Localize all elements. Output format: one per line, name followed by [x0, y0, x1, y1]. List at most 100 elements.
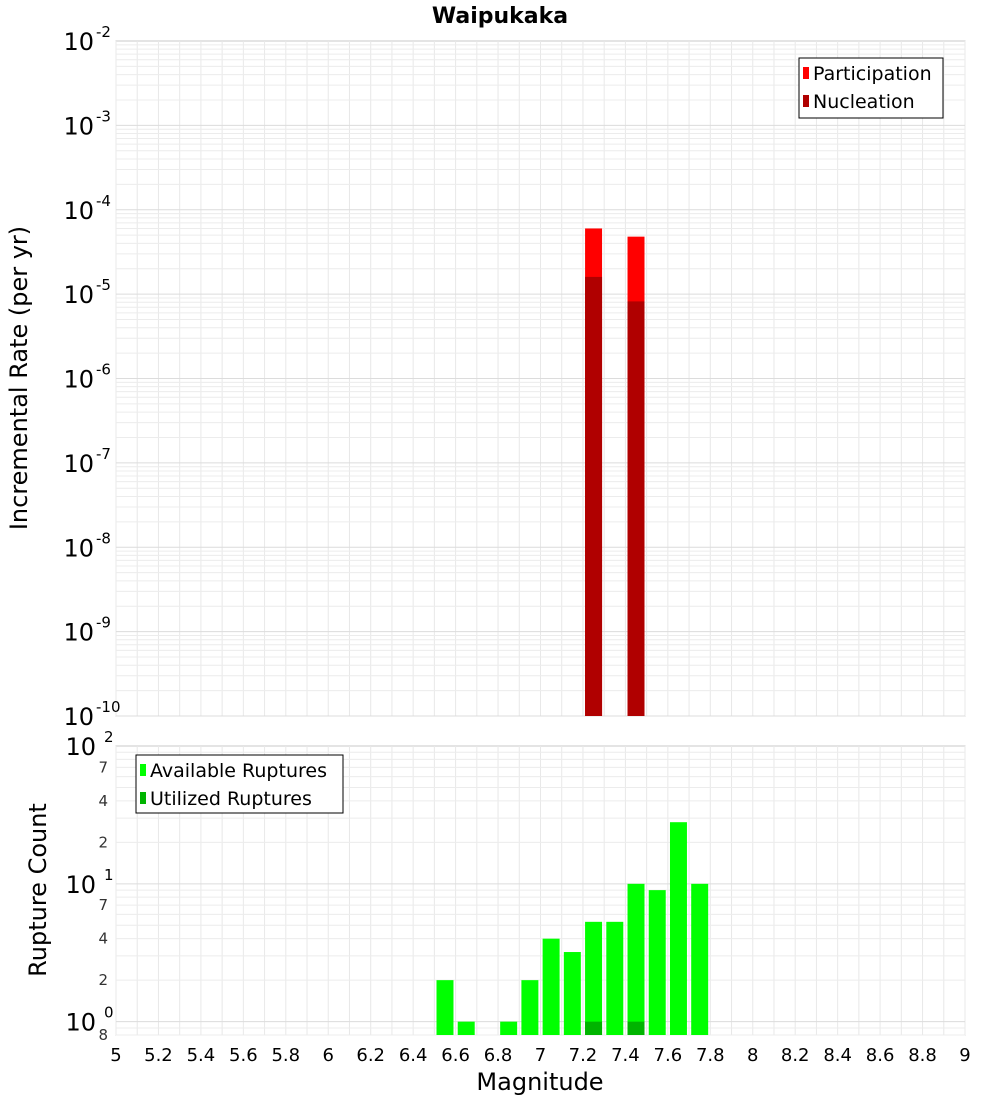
y-tick-minor-label: 2 — [98, 971, 108, 989]
bar — [563, 952, 581, 1035]
y-tick-minor-label: 2 — [98, 833, 108, 851]
y-tick-label: 10 1 — [65, 866, 113, 899]
x-tick-label: 6 — [323, 1045, 334, 1066]
y-tick-label: 10 -10 — [63, 698, 120, 731]
x-axis-label: Magnitude — [476, 1068, 603, 1096]
svg-text:10: 10 — [63, 281, 94, 309]
x-tick-label: 7 — [535, 1045, 546, 1066]
top-y-axis-label: Incremental Rate (per yr) — [5, 226, 33, 530]
svg-text:10: 10 — [65, 1009, 96, 1037]
x-tick-label: 5 — [110, 1045, 121, 1066]
y-tick-label: 10 0 — [65, 1004, 113, 1037]
bar — [521, 980, 539, 1035]
bottom-y-axis-label: Rupture Count — [24, 803, 52, 977]
y-tick-label: 10 -9 — [63, 614, 111, 647]
x-tick-label: 8.6 — [866, 1045, 895, 1066]
x-tick-label: 6.4 — [399, 1045, 428, 1066]
bottom-plot: 10 2 10 1 10 0 7 4 2 7 4 2 8 5 5.2 5.4 5.6 5.8 6 6.2 6.4 6.6… — [24, 728, 971, 1096]
y-tick-label: 10 -7 — [63, 445, 111, 478]
y-tick-minor-label: 4 — [98, 792, 108, 810]
bar — [627, 1021, 645, 1035]
svg-text:10: 10 — [63, 534, 94, 562]
x-tick-label: 7.2 — [569, 1045, 598, 1066]
svg-text:2: 2 — [104, 728, 114, 746]
legend-swatch — [140, 764, 146, 776]
y-tick-minor-label: 7 — [98, 758, 108, 776]
svg-text:-10: -10 — [96, 698, 121, 716]
svg-text:-9: -9 — [96, 614, 111, 632]
x-tick-label: 7.4 — [611, 1045, 640, 1066]
y-tick-label: 10 -5 — [63, 276, 111, 309]
svg-text:-5: -5 — [96, 276, 111, 294]
y-tick-label: 10 -3 — [63, 107, 111, 140]
bar — [606, 921, 624, 1035]
x-tick-label: 7.6 — [654, 1045, 683, 1066]
y-tick-minor-label: 4 — [98, 930, 108, 948]
legend-swatch — [140, 792, 146, 804]
legend-swatch — [803, 67, 809, 79]
bar — [585, 276, 603, 716]
svg-text:-3: -3 — [96, 107, 111, 125]
legend-box — [135, 754, 344, 814]
svg-text:0: 0 — [104, 1004, 114, 1022]
legend-entry: Utilized Ruptures — [150, 788, 312, 810]
svg-text:10: 10 — [65, 871, 96, 899]
svg-text:-2: -2 — [96, 23, 111, 41]
svg-text:10: 10 — [63, 112, 94, 140]
bar — [585, 921, 603, 1035]
x-tick-label: 8.4 — [823, 1045, 852, 1066]
x-tick-label: 7.8 — [696, 1045, 725, 1066]
bar — [669, 822, 687, 1035]
bar — [627, 301, 645, 716]
bar — [627, 883, 645, 1035]
svg-text:10: 10 — [63, 28, 94, 56]
svg-text:10: 10 — [63, 619, 94, 647]
top-grid — [115, 41, 966, 717]
legend-entry: Participation — [813, 63, 932, 85]
x-tick-label: 6.2 — [356, 1045, 385, 1066]
bar — [500, 1021, 518, 1035]
svg-text:1: 1 — [104, 866, 114, 884]
top-bars — [585, 228, 645, 716]
svg-text:10: 10 — [63, 450, 94, 478]
svg-text:10: 10 — [63, 703, 94, 731]
svg-text:10: 10 — [63, 197, 94, 225]
chart-title: Waipukaka — [432, 4, 568, 29]
y-tick-label: 10 2 — [65, 728, 113, 761]
svg-text:-6: -6 — [96, 361, 111, 379]
legend-entry: Available Ruptures — [150, 760, 327, 782]
bottom-bars — [436, 822, 709, 1035]
y-tick-label: 10 -4 — [63, 192, 111, 225]
y-tick-minor-label: 8 — [98, 1026, 108, 1044]
bar — [542, 938, 560, 1035]
x-tick-label: 5.6 — [229, 1045, 258, 1066]
y-tick-label: 10 -2 — [63, 23, 111, 56]
svg-text:-4: -4 — [96, 192, 111, 210]
bar — [436, 980, 454, 1035]
bar — [585, 1021, 603, 1035]
svg-text:-8: -8 — [96, 529, 111, 547]
bar — [691, 883, 709, 1035]
y-tick-minor-label: 7 — [98, 896, 108, 914]
x-tick-label: 5.2 — [144, 1045, 173, 1066]
x-tick-label: 5.8 — [271, 1045, 300, 1066]
x-tick-label: 6.8 — [484, 1045, 513, 1066]
x-tick-label: 6.6 — [441, 1045, 470, 1066]
y-tick-label: 10 -6 — [63, 361, 111, 394]
svg-text:-7: -7 — [96, 445, 111, 463]
x-tick-label: 8.2 — [781, 1045, 810, 1066]
top-legend: Participation Nucleation — [798, 57, 944, 119]
svg-text:10: 10 — [63, 366, 94, 394]
top-plot: 10-210-310-410-510-610-710-810-910-10 In… — [5, 23, 966, 731]
svg-text:10: 10 — [65, 733, 96, 761]
y-tick-label: 10 -8 — [63, 529, 111, 562]
x-tick-label: 9 — [959, 1045, 970, 1066]
bar — [457, 1021, 475, 1035]
legend-swatch — [803, 95, 809, 107]
bottom-legend: Available Ruptures Utilized Ruptures — [135, 754, 344, 814]
legend-box — [798, 57, 944, 119]
bottom-y-tick-labels: 10 2 10 1 10 0 7 4 2 7 4 2 8 — [65, 728, 113, 1044]
bar — [648, 890, 666, 1035]
x-tick-label: 5.4 — [187, 1045, 216, 1066]
